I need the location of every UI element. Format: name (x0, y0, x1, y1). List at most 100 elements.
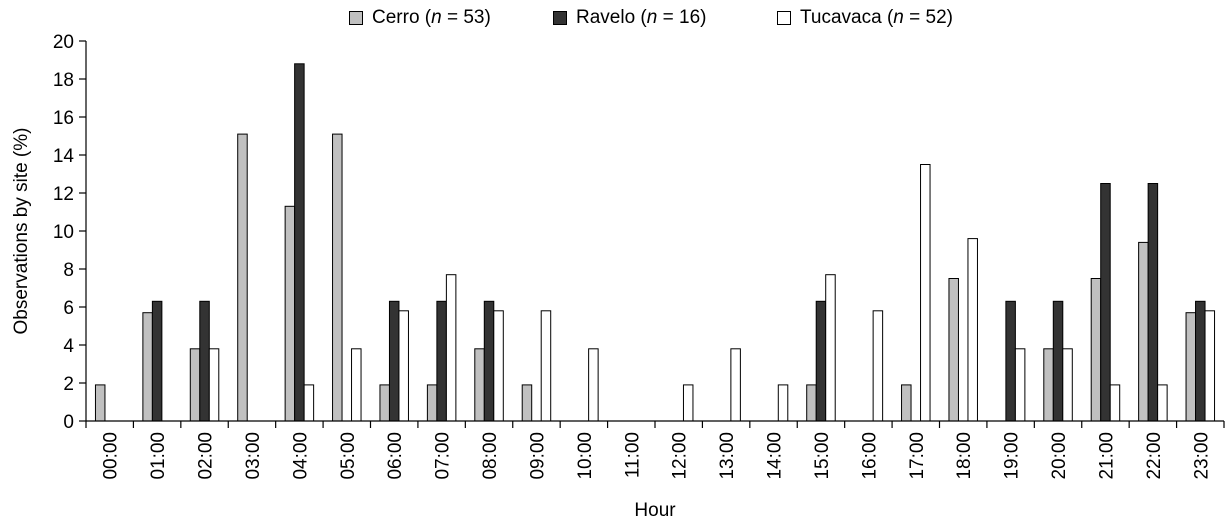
bar-cerro-0500 (332, 133, 343, 422)
y-ticks-group: 0 2 4 6 8 10 12 14 16 18 20 (53, 32, 86, 433)
legend-item-tucavaca: Tucavaca (n = 52) (777, 4, 953, 32)
y-tick-label-4: 4 (63, 336, 74, 357)
x-tick-label-0800: 08:00 (480, 432, 501, 480)
bar-cerro-2000 (1043, 348, 1054, 422)
x-tick-label-0300: 03:00 (243, 432, 264, 480)
legend-swatch-tucavaca (777, 11, 791, 25)
legend-item-ravelo: Ravelo (n = 16) (553, 4, 706, 32)
legend-n-symbol-tucavaca: n (893, 7, 904, 28)
bar-cerro-1700 (901, 384, 912, 422)
bar-tucavaca-2000 (1062, 348, 1073, 422)
bar-tucavaca-1800 (967, 238, 978, 422)
bar-tucavaca-1700 (920, 164, 931, 422)
y-tick-label-2: 2 (63, 374, 74, 395)
bar-cerro-2100 (1090, 278, 1102, 422)
bar-ravelo-0700 (436, 300, 447, 422)
bar-ravelo-1500 (815, 300, 827, 422)
chart-legend: Cerro (n = 53) Ravelo (n = 16) Tucavaca … (0, 4, 1226, 32)
bar-ravelo-2200 (1147, 183, 1159, 422)
bar-cerro-0300 (237, 133, 248, 422)
bar-tucavaca-0500 (351, 348, 362, 422)
x-tick-label-2300: 23:00 (1191, 432, 1212, 480)
legend-item-cerro: Cerro (n = 53) (349, 4, 491, 32)
x-tick-label-0100: 01:00 (148, 432, 169, 480)
bar-tucavaca-0400 (303, 384, 315, 422)
legend-n-symbol-cerro: n (431, 7, 442, 28)
x-tick-label-0700: 07:00 (433, 432, 454, 480)
bars-group (94, 63, 1216, 422)
bar-tucavaca-1300 (730, 348, 741, 422)
bar-cerro-0400 (284, 205, 296, 422)
bar-tucavaca-1000 (588, 348, 599, 422)
y-tick-label-8: 8 (63, 260, 74, 281)
legend-n-value-ravelo: 16 (679, 7, 701, 28)
y-tick-label-14: 14 (53, 146, 75, 167)
bar-cerro-0700 (426, 384, 438, 422)
bar-tucavaca-2200 (1157, 384, 1168, 422)
x-tick-label-1900: 19:00 (1002, 432, 1023, 480)
x-tick-label-0000: 00:00 (101, 432, 122, 480)
bar-tucavaca-1200 (682, 384, 694, 422)
bar-cerro-0900 (521, 384, 533, 422)
x-tick-label-1000: 10:00 (575, 432, 596, 480)
bar-tucavaca-0200 (208, 348, 220, 422)
bar-cerro-0200 (189, 348, 201, 422)
x-tick-label-2200: 22:00 (1144, 432, 1165, 480)
bar-tucavaca-2300 (1204, 310, 1216, 422)
bar-cerro-0100 (142, 312, 153, 422)
x-tick-label-1200: 12:00 (670, 432, 691, 480)
bar-tucavaca-0800 (493, 310, 504, 422)
y-tick-label-20: 20 (53, 32, 74, 53)
legend-n-symbol-ravelo: n (646, 7, 658, 28)
x-tick-label-0500: 05:00 (338, 432, 359, 480)
y-tick-label-18: 18 (53, 70, 74, 91)
legend-label-tucavaca: Tucavaca (n = 52) (800, 7, 953, 28)
bar-cerro-0800 (474, 348, 485, 422)
y-tick-label-16: 16 (53, 108, 74, 129)
bar-ravelo-0200 (199, 300, 210, 422)
bar-tucavaca-0700 (445, 274, 457, 422)
y-tick-label-12: 12 (53, 184, 74, 205)
x-tick-label-1300: 13:00 (717, 432, 738, 480)
x-tick-label-0900: 09:00 (527, 432, 548, 480)
bar-tucavaca-1600 (872, 310, 884, 422)
legend-label-ravelo: Ravelo (n = 16) (576, 7, 707, 28)
bar-ravelo-2000 (1052, 300, 1064, 422)
x-tick-label-1600: 16:00 (859, 432, 880, 480)
y-axis-title: Observations by site (%) (11, 128, 32, 335)
bar-cerro-1500 (806, 384, 817, 422)
legend-series-name-tucavaca: Tucavaca (800, 7, 882, 28)
bar-ravelo-2100 (1100, 183, 1111, 422)
legend-label-cerro: Cerro (n = 53) (372, 7, 491, 28)
bar-tucavaca-0900 (540, 310, 552, 422)
bar-tucavaca-0600 (398, 310, 409, 422)
x-tick-label-1700: 17:00 (907, 432, 928, 480)
bar-ravelo-0800 (483, 300, 495, 422)
y-tick-label-6: 6 (63, 298, 74, 319)
x-tick-label-0600: 06:00 (385, 432, 406, 480)
bar-cerro-2200 (1138, 241, 1149, 422)
x-tick-label-1500: 15:00 (812, 432, 833, 480)
x-tick-label-1400: 14:00 (765, 432, 786, 480)
legend-swatch-cerro (349, 11, 363, 25)
bar-tucavaca-1500 (825, 274, 836, 422)
bar-tucavaca-1900 (1014, 348, 1026, 422)
x-tick-label-1800: 18:00 (954, 432, 975, 480)
bar-ravelo-0100 (151, 300, 163, 422)
bar-tucavaca-1400 (777, 384, 789, 422)
bar-ravelo-0600 (388, 300, 400, 422)
bar-ravelo-1900 (1005, 300, 1016, 422)
y-tick-label-0: 0 (63, 412, 74, 433)
legend-series-name-cerro: Cerro (372, 7, 420, 28)
x-axis-title: Hour (634, 500, 676, 521)
legend-n-value-tucavaca: 52 (925, 7, 947, 28)
x-tick-label-0400: 04:00 (290, 432, 311, 480)
bar-tucavaca-2100 (1109, 384, 1121, 422)
x-ticks-group: 00:00 01:00 02:00 03:00 04:00 05:00 06:00 07:00… (85, 421, 1225, 480)
x-tick-label-1100: 11:00 (622, 432, 643, 478)
x-tick-label-2100: 21:00 (1096, 432, 1117, 480)
bar-cerro-2300 (1185, 312, 1197, 422)
x-tick-label-2000: 20:00 (1049, 432, 1070, 480)
y-tick-label-10: 10 (53, 222, 74, 243)
